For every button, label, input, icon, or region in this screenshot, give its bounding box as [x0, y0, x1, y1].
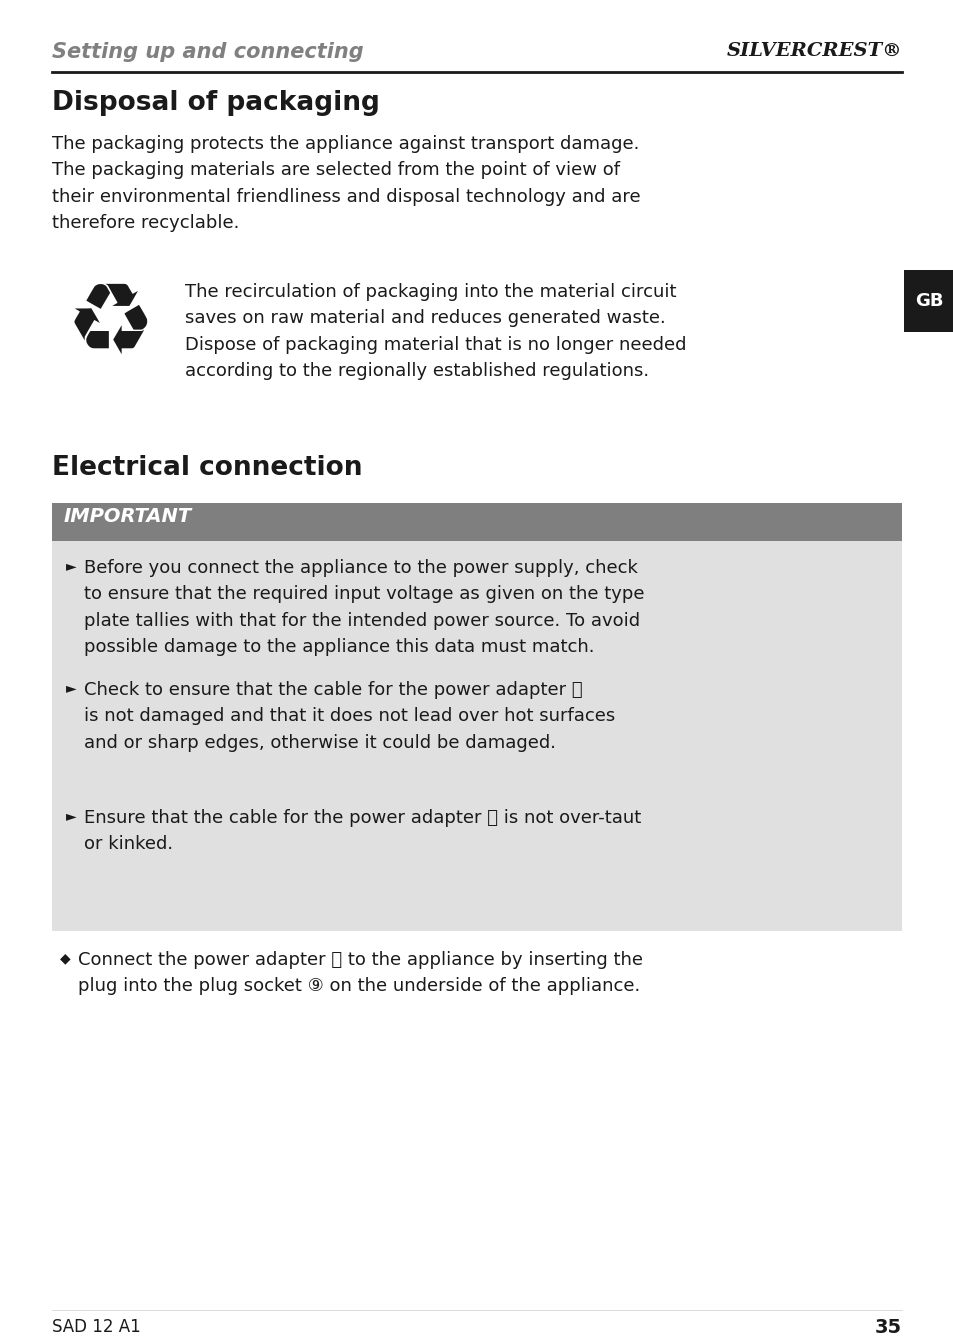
- Text: Ensure that the cable for the power adapter ⓙ is not over-taut
or kinked.: Ensure that the cable for the power adap…: [84, 809, 640, 854]
- FancyBboxPatch shape: [52, 502, 901, 541]
- Text: The packaging protects the appliance against transport damage.
The packaging mat: The packaging protects the appliance aga…: [52, 135, 640, 232]
- Text: ◆: ◆: [60, 951, 71, 965]
- Text: ►: ►: [66, 681, 76, 695]
- Text: Setting up and connecting: Setting up and connecting: [52, 42, 363, 62]
- Text: Disposal of packaging: Disposal of packaging: [52, 90, 379, 117]
- Text: Before you connect the appliance to the power supply, check
to ensure that the r: Before you connect the appliance to the …: [84, 559, 644, 657]
- Text: ►: ►: [66, 809, 76, 823]
- Text: Connect the power adapter ⓙ to the appliance by inserting the
plug into the plug: Connect the power adapter ⓙ to the appli…: [78, 951, 642, 996]
- Text: SILVERCREST®: SILVERCREST®: [725, 42, 901, 60]
- FancyBboxPatch shape: [903, 269, 953, 332]
- Text: ♻: ♻: [65, 277, 154, 375]
- Text: Check to ensure that the cable for the power adapter ⓙ
is not damaged and that i: Check to ensure that the cable for the p…: [84, 681, 615, 752]
- Text: Electrical connection: Electrical connection: [52, 456, 362, 481]
- Text: 35: 35: [874, 1319, 901, 1337]
- Text: IMPORTANT: IMPORTANT: [64, 507, 192, 527]
- Text: SAD 12 A1: SAD 12 A1: [52, 1319, 141, 1336]
- Text: GB: GB: [914, 292, 943, 310]
- Text: The recirculation of packaging into the material circuit
saves on raw material a: The recirculation of packaging into the …: [185, 283, 686, 381]
- FancyBboxPatch shape: [52, 541, 901, 931]
- Text: ►: ►: [66, 559, 76, 574]
